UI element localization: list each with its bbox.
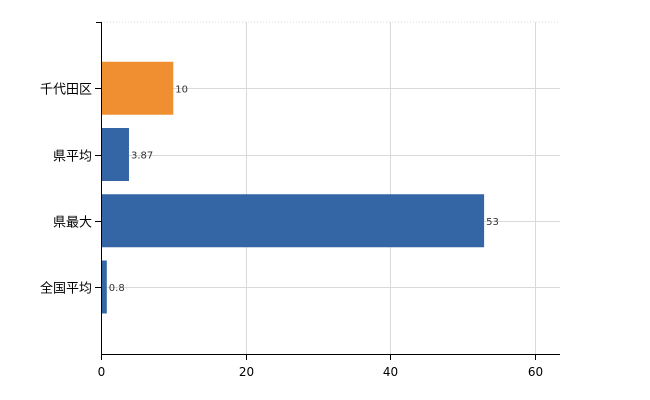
data-label: 53 (486, 217, 499, 228)
bar-県平均 (101, 128, 129, 181)
x-tick-label: 0 (98, 365, 106, 379)
bar-県最大 (101, 194, 485, 248)
x-tick-label: 60 (528, 365, 543, 379)
data-label: 3.87 (131, 151, 153, 162)
x-tick-label: 20 (239, 365, 254, 379)
bar-全国平均 (101, 260, 107, 314)
data-label: 10 (175, 84, 188, 95)
bars (101, 61, 485, 314)
bar-千代田区 (101, 61, 174, 115)
axes (95, 22, 560, 360)
x-tick-label: 40 (383, 365, 398, 379)
y-tick-label: 全国平均 (40, 281, 92, 297)
data-label: 0.8 (109, 283, 125, 294)
y-tick-label: 千代田区 (40, 83, 92, 98)
y-tick-label: 県平均 (53, 150, 92, 165)
y-tick-label: 県最大 (53, 216, 92, 231)
